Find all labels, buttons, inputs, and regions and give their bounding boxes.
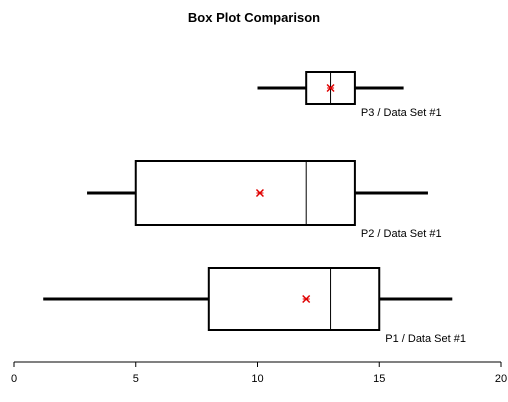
series-label: P3 / Data Set #1	[361, 107, 442, 119]
box-series-3: P1 / Data Set #1	[43, 267, 466, 345]
chart-title: Box Plot Comparison	[187, 10, 321, 25]
x-tick-label: 10	[251, 373, 263, 385]
box-series-2: P2 / Data Set #1	[87, 160, 442, 240]
x-tick-label: 0	[11, 373, 17, 385]
x-tick-label: 15	[373, 373, 385, 385]
mean-marker	[302, 294, 311, 304]
mean-marker	[255, 188, 264, 198]
box-series-1: P3 / Data Set #1	[257, 71, 442, 119]
box-iqr	[134, 160, 356, 226]
x-tick-label: 20	[495, 373, 507, 385]
mean-marker	[326, 83, 335, 93]
series-label: P2 / Data Set #1	[361, 228, 442, 240]
x-tick-label: 5	[133, 373, 139, 385]
box-series-group: P3 / Data Set #1 P2 / Data Set #1 P1 / Dat…	[43, 71, 466, 345]
box-iqr	[207, 267, 381, 331]
series-label: P1 / Data Set #1	[385, 333, 466, 345]
x-axis: 0 5 10 15 20	[11, 361, 507, 385]
